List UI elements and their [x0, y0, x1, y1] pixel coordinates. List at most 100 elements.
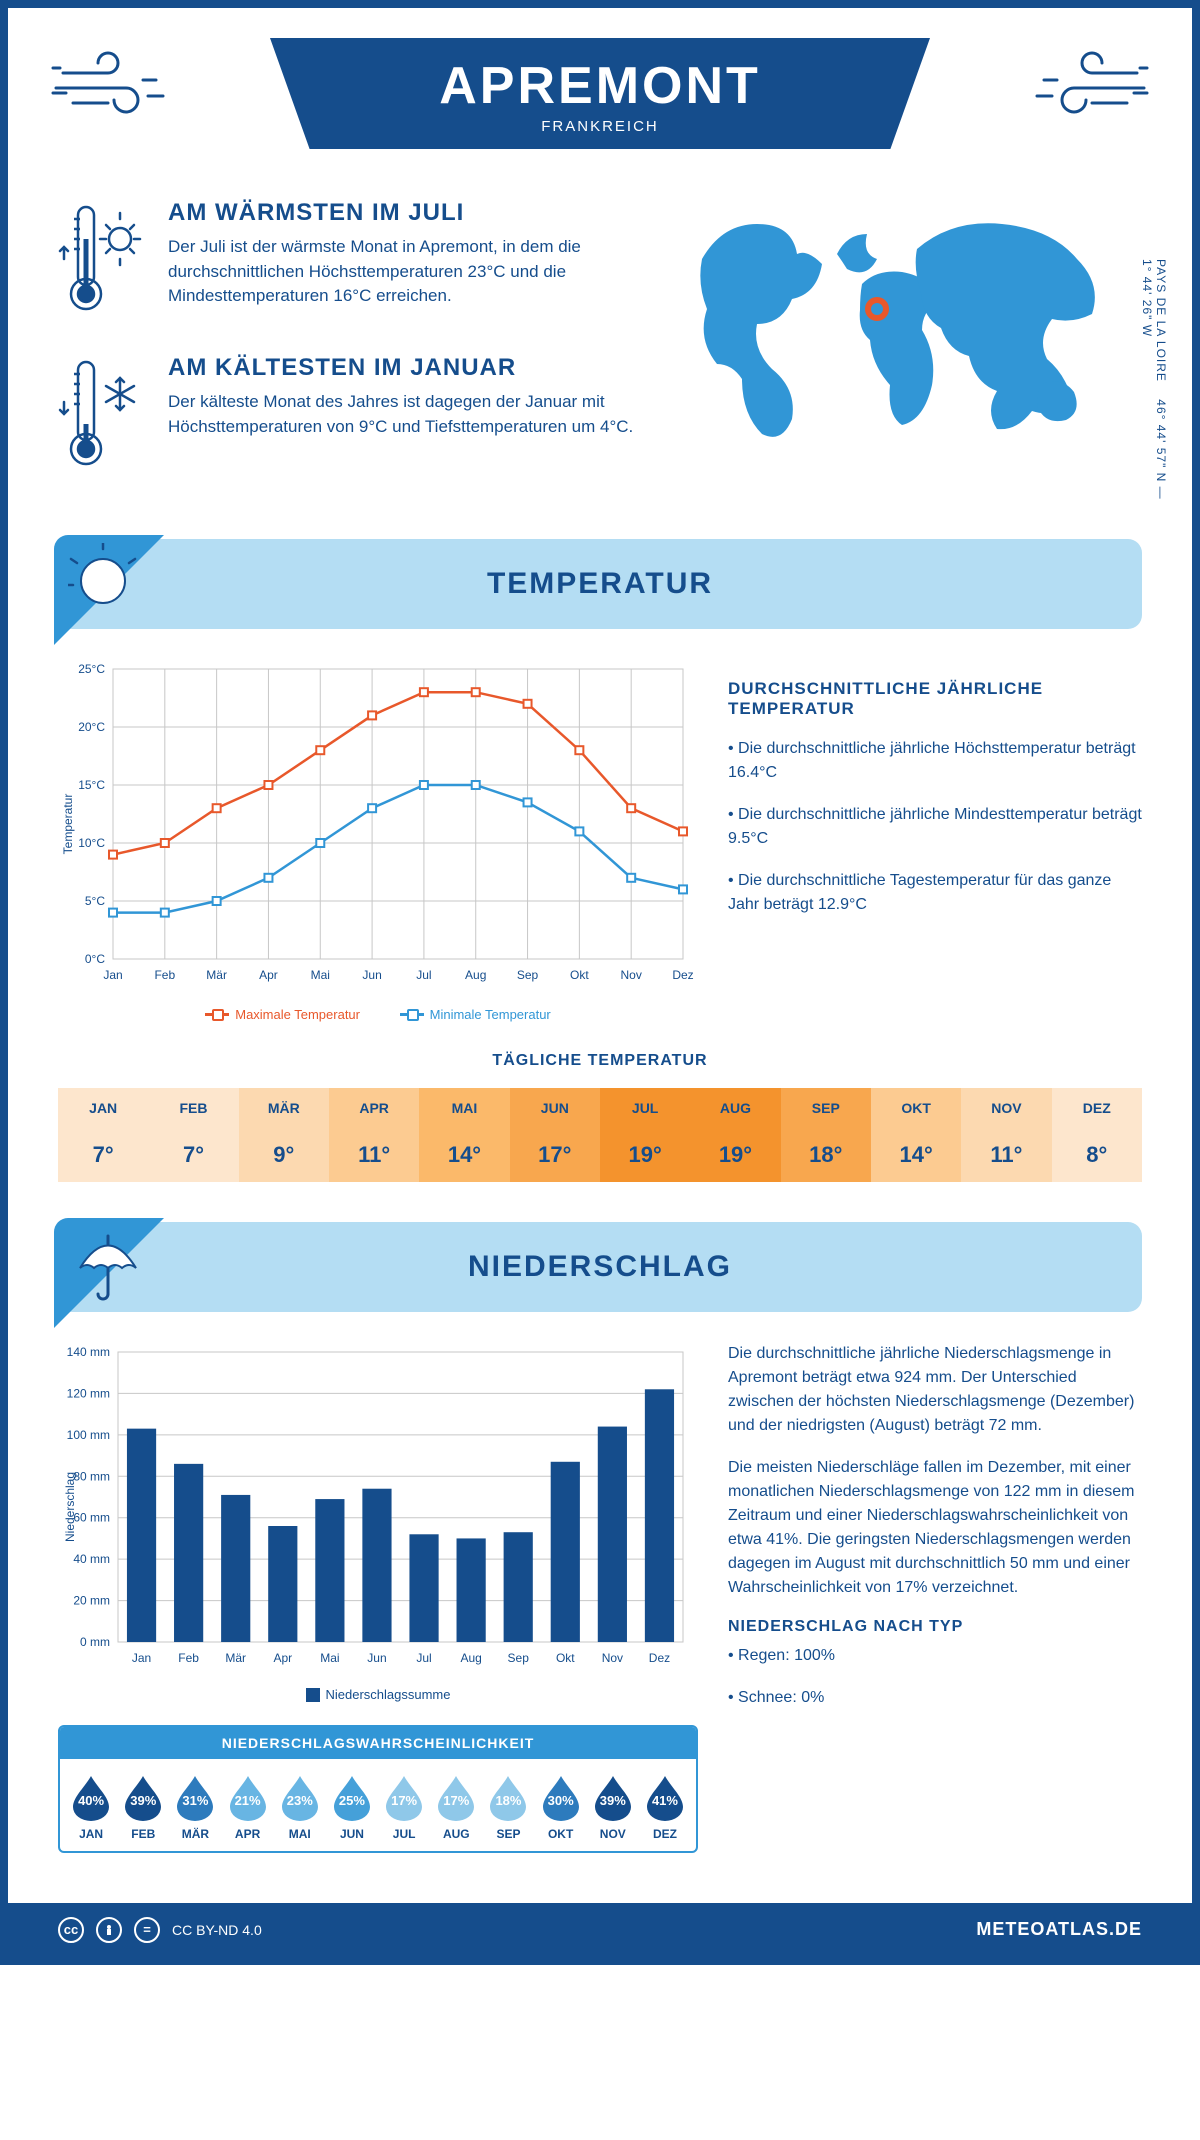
temp-value: 7° — [148, 1128, 238, 1182]
sun-icon — [68, 543, 148, 628]
month-label: OKT — [871, 1088, 961, 1128]
month-label: JUN — [510, 1088, 600, 1128]
probability-value: 17% — [391, 1793, 417, 1808]
coords-label: PAYS DE LA LOIRE 46° 44' 57" N — 1° 44' … — [1140, 259, 1168, 509]
probability-cell: 41% DEZ — [640, 1773, 690, 1841]
month-label: OKT — [536, 1827, 586, 1841]
svg-text:Apr: Apr — [273, 1651, 292, 1665]
svg-text:100 mm: 100 mm — [67, 1428, 110, 1442]
probability-value: 30% — [548, 1793, 574, 1808]
warmest-block: AM WÄRMSTEN IM JULI Der Juli ist der wär… — [58, 199, 642, 324]
probability-cell: 39% NOV — [588, 1773, 638, 1841]
svg-text:Jan: Jan — [132, 1651, 151, 1665]
svg-text:Feb: Feb — [178, 1651, 199, 1665]
month-label: NOV — [961, 1088, 1051, 1128]
precipitation-left: 0 mm20 mm40 mm60 mm80 mm100 mm120 mm140 … — [58, 1342, 698, 1853]
month-label: DEZ — [1052, 1088, 1142, 1128]
precip-legend: Niederschlagssumme — [58, 1687, 698, 1705]
country-subtitle: FRANKREICH — [330, 118, 870, 135]
svg-text:Sep: Sep — [517, 968, 539, 982]
temperature-sidetext: DURCHSCHNITTLICHE JÄHRLICHE TEMPERATUR •… — [728, 659, 1142, 1022]
title-banner: APREMONT FRANKREICH — [270, 38, 930, 149]
temp-value: 14° — [871, 1128, 961, 1182]
temperature-banner: TEMPERATUR — [58, 539, 1142, 629]
probability-value: 40% — [78, 1793, 104, 1808]
thermometer-snow-icon — [58, 354, 148, 479]
temp-cell: APR11° — [329, 1088, 419, 1182]
precipitation-title: NIEDERSCHLAG — [58, 1250, 1142, 1284]
svg-text:15°C: 15°C — [78, 778, 105, 792]
month-label: SEP — [781, 1088, 871, 1128]
svg-text:Nov: Nov — [602, 1651, 623, 1665]
probability-title: NIEDERSCHLAGSWAHRSCHEINLICHKEIT — [60, 1727, 696, 1759]
svg-text:Dez: Dez — [649, 1651, 670, 1665]
temp-cell: MAI14° — [419, 1088, 509, 1182]
svg-text:60 mm: 60 mm — [73, 1511, 110, 1525]
cc-icon: cc — [58, 1917, 84, 1943]
svg-text:Mär: Mär — [225, 1651, 246, 1665]
warmest-text: AM WÄRMSTEN IM JULI Der Juli ist der wär… — [168, 199, 642, 324]
temp-cell: OKT14° — [871, 1088, 961, 1182]
svg-text:80 mm: 80 mm — [73, 1469, 110, 1483]
probability-cell: 18% SEP — [483, 1773, 533, 1841]
probability-value: 39% — [600, 1793, 626, 1808]
drop-icon: 21% — [226, 1773, 270, 1821]
drop-icon: 41% — [643, 1773, 687, 1821]
svg-text:Okt: Okt — [570, 968, 589, 982]
probability-value: 31% — [182, 1793, 208, 1808]
page: APREMONT FRANKREICH — [0, 0, 1200, 1965]
by-icon — [96, 1917, 122, 1943]
umbrella-icon — [68, 1226, 148, 1311]
wind-icon — [1022, 38, 1152, 133]
temperature-title: TEMPERATUR — [58, 567, 1142, 601]
coldest-desc: Der kälteste Monat des Jahres ist dagege… — [168, 390, 642, 439]
svg-text:5°C: 5°C — [85, 894, 105, 908]
drop-icon: 30% — [539, 1773, 583, 1821]
svg-text:Apr: Apr — [259, 968, 278, 982]
probability-value: 23% — [287, 1793, 313, 1808]
probability-cell: 23% MAI — [275, 1773, 325, 1841]
probability-cell: 30% OKT — [536, 1773, 586, 1841]
month-label: APR — [223, 1827, 273, 1841]
month-label: JUL — [379, 1827, 429, 1841]
temp-value: 17° — [510, 1128, 600, 1182]
month-label: FEB — [148, 1088, 238, 1128]
coldest-block: AM KÄLTESTEN IM JANUAR Der kälteste Mona… — [58, 354, 642, 479]
svg-text:Jun: Jun — [362, 968, 381, 982]
city-title: APREMONT — [330, 56, 870, 116]
probability-value: 25% — [339, 1793, 365, 1808]
temp-value: 9° — [239, 1128, 329, 1182]
temp-value: 11° — [961, 1128, 1051, 1182]
svg-text:Nov: Nov — [621, 968, 642, 982]
probability-cell: 39% FEB — [118, 1773, 168, 1841]
precipitation-banner: NIEDERSCHLAG — [58, 1222, 1142, 1312]
svg-text:Temperatur: Temperatur — [61, 794, 75, 855]
month-label: SEP — [483, 1827, 533, 1841]
drop-icon: 39% — [591, 1773, 635, 1821]
probability-value: 39% — [130, 1793, 156, 1808]
header: APREMONT FRANKREICH — [8, 8, 1192, 199]
wind-icon — [48, 38, 178, 133]
svg-text:20°C: 20°C — [78, 720, 105, 734]
warmest-desc: Der Juli ist der wärmste Monat in Apremo… — [168, 235, 642, 309]
temp-cell: SEP18° — [781, 1088, 871, 1182]
month-label: MAI — [419, 1088, 509, 1128]
svg-text:120 mm: 120 mm — [67, 1386, 110, 1400]
temp-value: 11° — [329, 1128, 419, 1182]
svg-text:Feb: Feb — [154, 968, 175, 982]
intro-right: PAYS DE LA LOIRE 46° 44' 57" N — 1° 44' … — [672, 199, 1142, 509]
month-label: MAI — [275, 1827, 325, 1841]
thermometer-sun-icon — [58, 199, 148, 324]
intro-left: AM WÄRMSTEN IM JULI Der Juli ist der wär… — [58, 199, 642, 509]
svg-text:Mai: Mai — [311, 968, 330, 982]
temp-cell: FEB7° — [148, 1088, 238, 1182]
warmest-title: AM WÄRMSTEN IM JULI — [168, 199, 642, 227]
daily-temp-section: TÄGLICHE TEMPERATUR JAN7°FEB7°MÄR9°APR11… — [8, 1052, 1192, 1222]
temp-value: 19° — [600, 1128, 690, 1182]
probability-value: 17% — [443, 1793, 469, 1808]
month-label: JAN — [58, 1088, 148, 1128]
month-label: MÄR — [239, 1088, 329, 1128]
avg-temp-bullet: • Die durchschnittliche Tagestemperatur … — [728, 869, 1142, 917]
intro-section: AM WÄRMSTEN IM JULI Der Juli ist der wär… — [8, 199, 1192, 539]
probability-value: 41% — [652, 1793, 678, 1808]
